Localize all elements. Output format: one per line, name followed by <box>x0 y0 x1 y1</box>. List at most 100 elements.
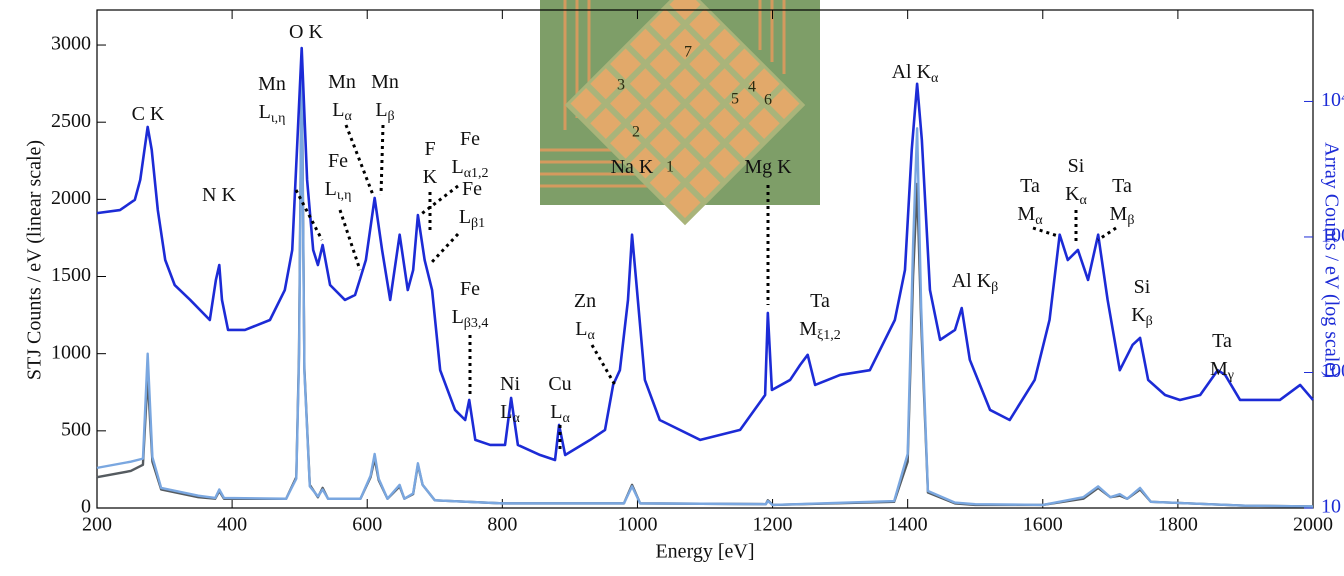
annotation-text: Na K <box>611 156 654 178</box>
annotation: K <box>423 166 438 188</box>
annotation: Fe <box>460 278 480 300</box>
annotation: Lα1,2 <box>451 156 488 182</box>
annotation: Si <box>1134 276 1151 298</box>
annotation-text: Zn <box>574 290 596 312</box>
annotation-text: Al K <box>892 61 932 83</box>
y-tick-label: 2500 <box>51 110 91 132</box>
annotation-subscript: ι,η <box>337 188 352 203</box>
x-tick-label: 1400 <box>888 514 928 536</box>
annotation-subscript: α <box>344 109 352 124</box>
annotation-subscript: ξ1,2 <box>817 328 841 343</box>
annotation-text: L <box>575 318 587 340</box>
annotation: Lι,η <box>325 178 352 204</box>
x-tick-label: 1800 <box>1158 514 1198 536</box>
annotation: Ta <box>810 290 830 312</box>
annotation-text: N K <box>202 184 236 206</box>
annotation: Lα <box>575 318 595 344</box>
annotation: Kβ <box>1131 304 1153 330</box>
annotation-text: Ta <box>1020 175 1040 197</box>
inset-label: 7 <box>684 44 692 61</box>
annotation-text: Mg K <box>744 156 792 178</box>
annotation: Si <box>1068 155 1085 177</box>
annotation-text: Ta <box>1212 330 1232 352</box>
annotation-text: C K <box>132 103 165 125</box>
annotation: Fe <box>328 150 348 172</box>
annotation: Mα <box>1017 203 1043 229</box>
annotation-text: Mn <box>328 71 356 93</box>
annotation-text: Cu <box>548 373 571 395</box>
annotation: Lβ <box>375 99 394 125</box>
x-tick-label: 1000 <box>617 514 657 536</box>
y-tick-label: 0 <box>81 496 91 518</box>
annotation-text: Fe <box>328 150 348 172</box>
inset-label: 5 <box>731 91 739 108</box>
annotation-text: L <box>325 178 337 200</box>
annotation-subscript: β1 <box>471 216 485 231</box>
annotation-subscript: γ <box>1227 368 1234 383</box>
annotation: N K <box>202 184 236 206</box>
annotation: Mn <box>328 71 356 93</box>
annotation-text: Mn <box>371 71 399 93</box>
y2-tick-label: 10⁴ <box>1321 89 1344 111</box>
annotation-text: M <box>799 318 817 340</box>
annotation: Mγ <box>1210 358 1234 384</box>
annotation-text: Ni <box>500 373 520 395</box>
annotation: Zn <box>574 290 596 312</box>
annotation-leader <box>1097 226 1117 242</box>
annotation-text: L <box>500 401 512 423</box>
annotation-text: L <box>550 401 562 423</box>
annotation-leader <box>344 124 375 196</box>
annotation-subscript: α <box>562 411 570 426</box>
annotation: Mn <box>371 71 399 93</box>
annotation-subscript: α <box>587 328 595 343</box>
annotation-text: Fe <box>460 278 480 300</box>
x-tick-label: 1600 <box>1023 514 1063 536</box>
annotation-text: Ta <box>810 290 830 312</box>
y-tick-label: 1000 <box>51 341 91 363</box>
annotation-leader <box>294 189 324 241</box>
annotation-text: Al K <box>952 270 992 292</box>
annotation-text: Fe <box>460 128 480 150</box>
annotation-text: F <box>424 138 435 160</box>
inset-array <box>564 0 806 226</box>
annotation-subscript: α1,2 <box>464 166 489 181</box>
annotation-text: L <box>332 99 344 121</box>
y2-axis-label: Array Counts / eV (log scale) <box>1320 142 1342 378</box>
annotation: Lα <box>332 99 352 125</box>
y2-tick-label: 1000 <box>1321 225 1344 247</box>
annotation-text: Si <box>1068 155 1085 177</box>
annotation: Fe <box>462 178 482 200</box>
spectrum-line <box>96 46 1314 462</box>
annotation-leader <box>430 232 460 264</box>
annotation-subscript: α <box>512 411 520 426</box>
annotation-text: Si <box>1134 276 1151 298</box>
annotation-text: Ta <box>1112 175 1132 197</box>
y2-tick-label: 10 <box>1321 496 1341 518</box>
annotation-subscript: α <box>1080 193 1088 208</box>
annotation-text: L <box>459 206 471 228</box>
x-tick-label: 400 <box>217 514 247 536</box>
annotation: Mξ1,2 <box>799 318 841 344</box>
annotation-text: L <box>452 306 464 328</box>
annotation: Lβ1 <box>459 206 485 232</box>
annotation: Al Kβ <box>952 270 999 296</box>
annotation-text: M <box>1110 203 1128 225</box>
annotation: C K <box>132 103 165 125</box>
annotation-leader <box>419 184 459 217</box>
annotation: Mβ <box>1110 203 1135 229</box>
y-tick-label: 500 <box>61 418 91 440</box>
inset-label: 4 <box>748 79 756 96</box>
y-tick-label: 1500 <box>51 264 91 286</box>
y-tick-label: 3000 <box>51 33 91 55</box>
annotation: Lβ3,4 <box>452 306 489 332</box>
annotation-subscript: β <box>1146 314 1153 329</box>
y2-tick-label: 100 <box>1321 360 1344 382</box>
annotation-text: L <box>451 156 463 178</box>
annotation-subscript: β <box>1127 213 1134 228</box>
inset-label: 3 <box>617 77 625 94</box>
annotation-subscript: α <box>931 71 939 86</box>
x-tick-label: 1200 <box>753 514 793 536</box>
annotation-text: M <box>1017 203 1035 225</box>
annotation-leader <box>1032 226 1059 238</box>
